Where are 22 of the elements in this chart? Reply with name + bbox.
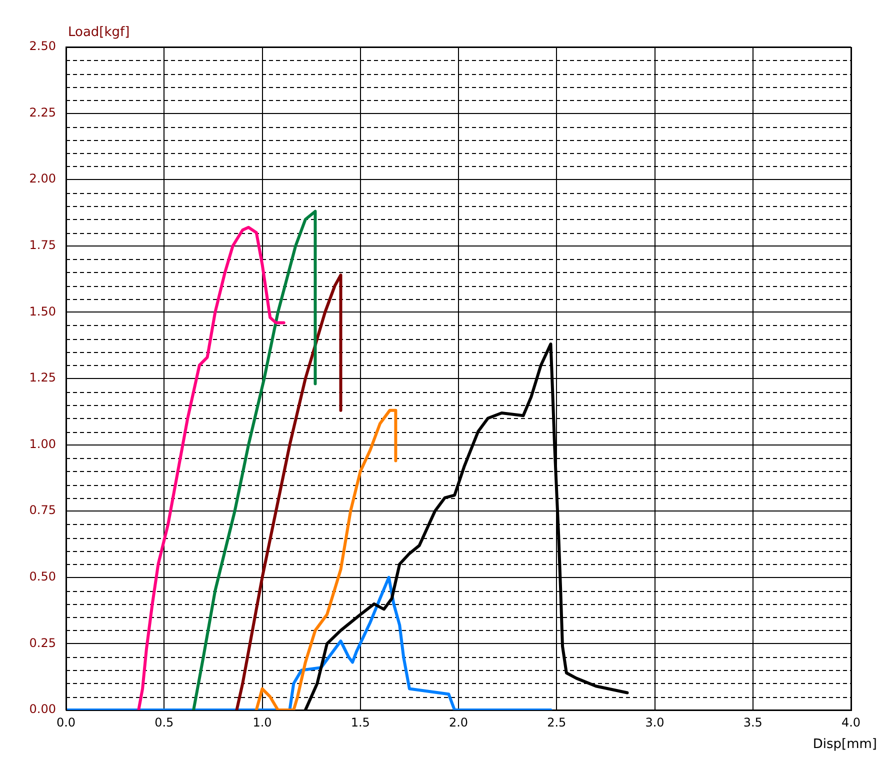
y-tick-label: 0.25 (29, 636, 56, 650)
y-tick-label: 2.50 (29, 39, 56, 54)
y-tick-label: 1.50 (29, 304, 56, 318)
x-tick-label: 1.5 (350, 715, 370, 730)
x-tick-label: 3.5 (743, 715, 762, 730)
y-tick-label: 2.25 (29, 105, 56, 120)
x-tick-label: 0.5 (154, 715, 174, 730)
y-tick-label: 0.75 (29, 503, 56, 518)
y-tick-label: 1.25 (29, 370, 56, 385)
y-tick-label: 1.75 (29, 238, 56, 252)
y-tick-label: 0.00 (29, 702, 56, 716)
y-tick-label: 2.00 (29, 172, 56, 186)
x-axis-title: Disp[mm] (812, 736, 877, 752)
x-tick-label: 2.5 (547, 715, 566, 730)
x-tick-label: 3.0 (645, 715, 664, 730)
y-axis-title: Load[kgf] (68, 24, 130, 40)
y-tick-label: 1.00 (29, 436, 56, 451)
x-tick-label: 4.0 (841, 715, 861, 730)
x-tick-label: 0.0 (56, 715, 76, 730)
x-tick-label: 2.0 (448, 715, 468, 730)
y-tick-label: 0.50 (29, 570, 56, 584)
x-tick-label: 1.0 (252, 715, 272, 730)
